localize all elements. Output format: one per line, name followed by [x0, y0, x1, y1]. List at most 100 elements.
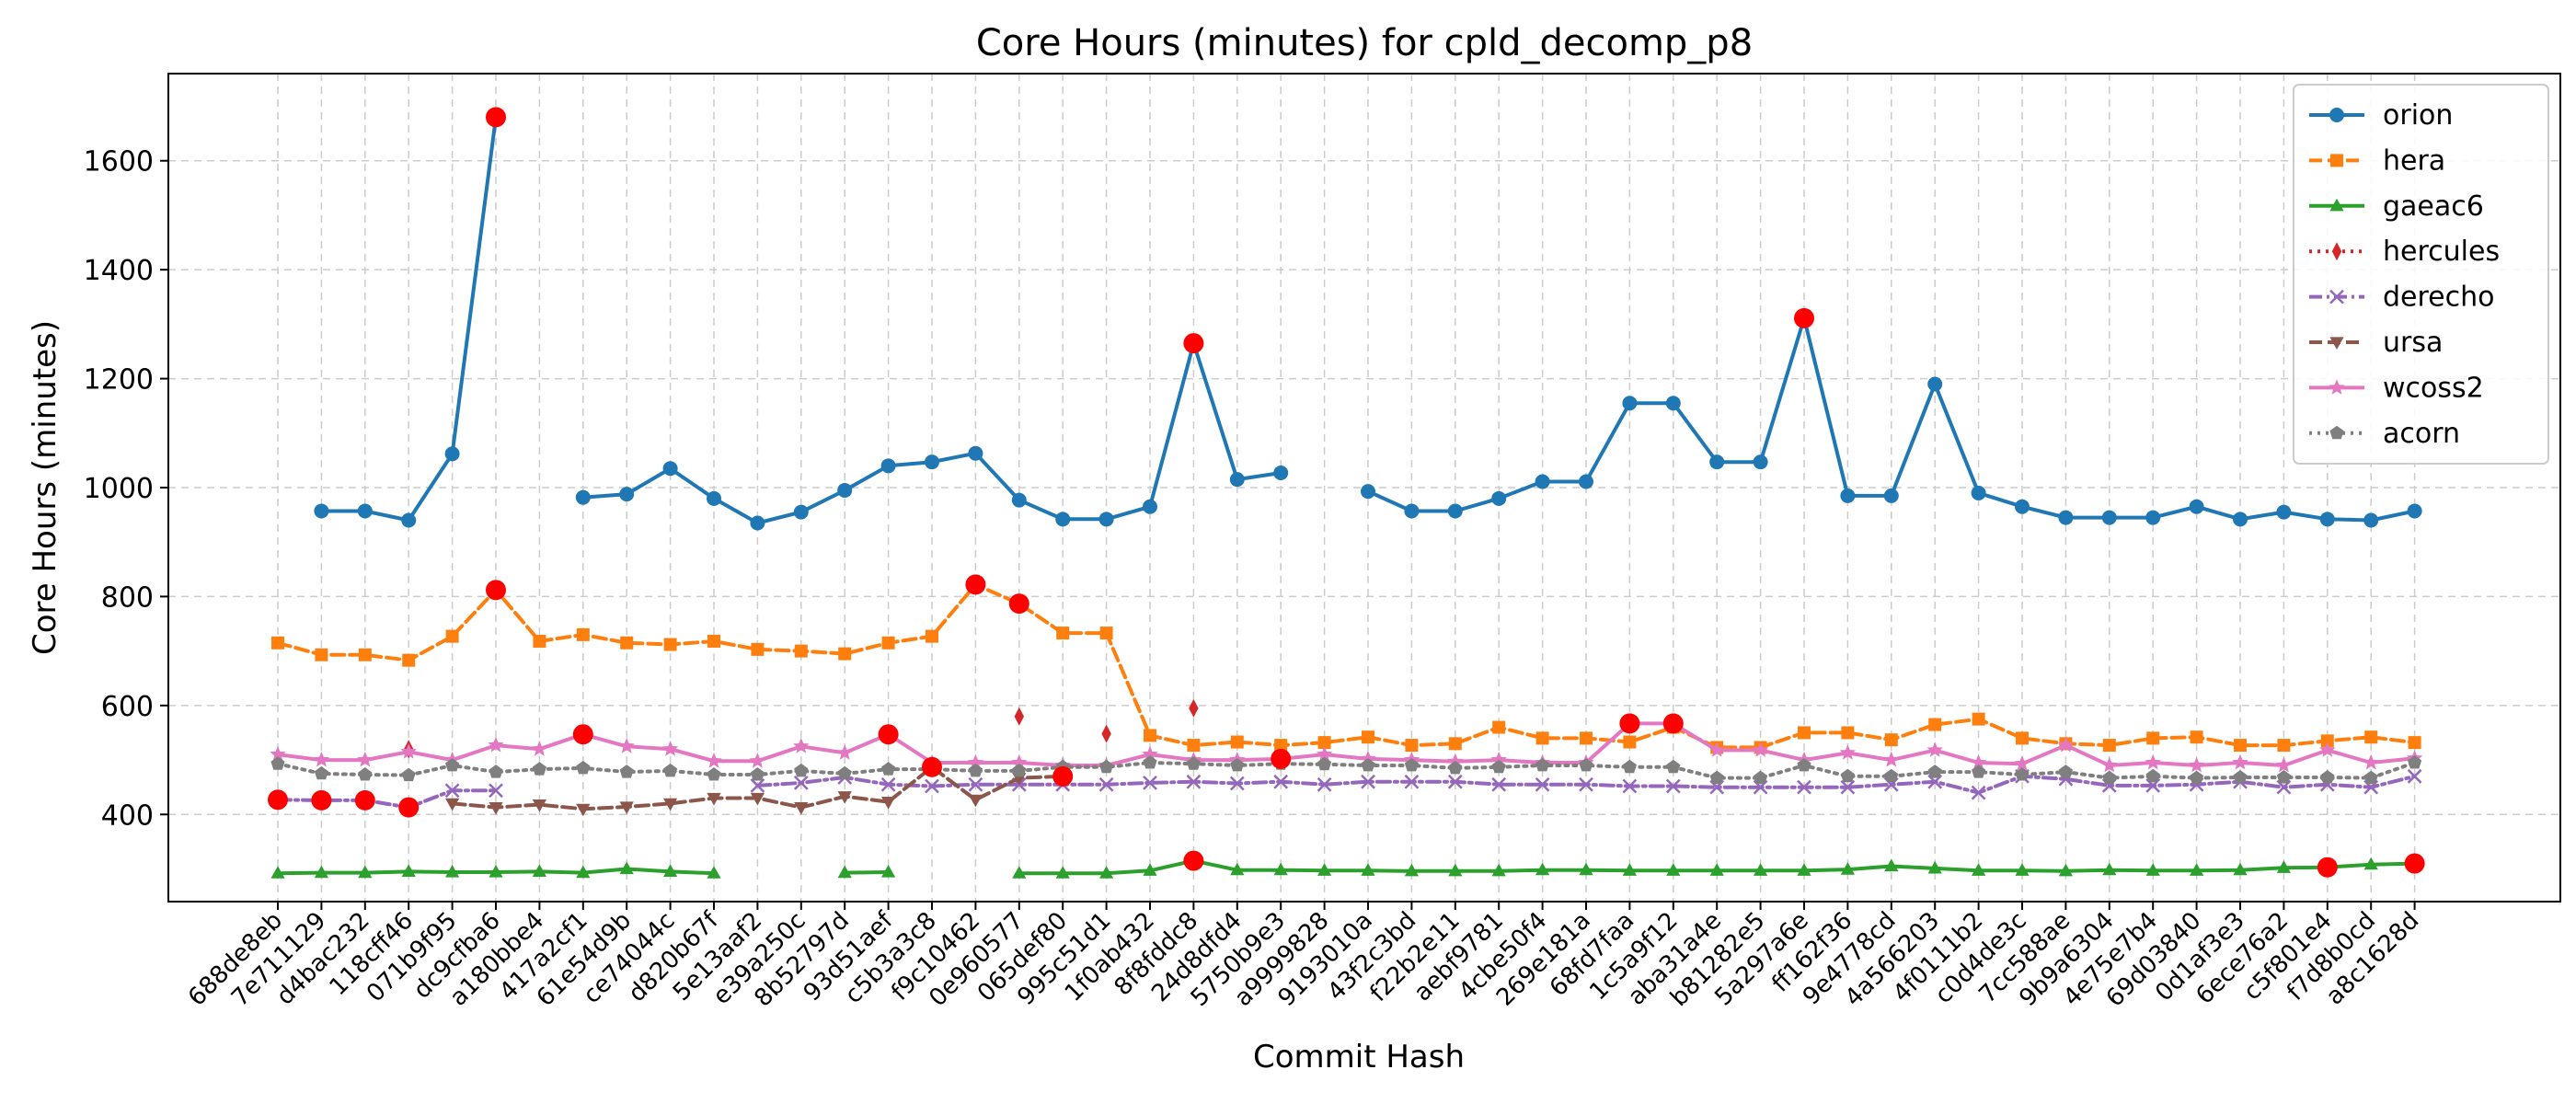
data-point-hera-5a297a6e [1798, 726, 1811, 740]
data-point-wcoss2-b81282e5 [1752, 742, 1769, 757]
highlight-point-gaeac6-c5f801e4 [2317, 857, 2338, 878]
data-point-hercules-8f8fddc8 [1189, 698, 1199, 718]
data-point-gaeac6-ce74044c [663, 864, 678, 877]
data-point-derecho-5750b9e3-stroke-b [1273, 774, 1289, 789]
data-point-acorn-7e711129 [314, 765, 328, 780]
data-point-wcoss2-4e75e7b4 [2145, 753, 2161, 770]
data-point-derecho-9193010a [1361, 774, 1375, 789]
data-point-gaeac6-4cbe50f4 [1535, 862, 1550, 876]
data-point-derecho-c5b3a3c8 [925, 778, 939, 794]
data-point-gaeac6-0e960577 [1012, 866, 1027, 879]
data-point-derecho-1c5a9f12-stroke-b [1665, 778, 1681, 794]
data-point-derecho-f22b2e11-stroke-b [1447, 774, 1463, 789]
data-point-orion-4a566203 [1927, 376, 1943, 392]
data-point-hera-43f2c3bd [1405, 739, 1419, 753]
legend-item-hera: hera [2309, 144, 2445, 177]
data-point-wcoss2-69d03840 [2188, 756, 2205, 773]
data-point-hera-a9999828 [1317, 736, 1331, 750]
data-point-wcoss2-1f0ab432 [1142, 745, 1158, 762]
data-point-gaeac6-a9999828 [1317, 863, 1332, 876]
data-point-acorn-9e4778cd [1884, 768, 1899, 783]
legend-marker-acorn [2329, 425, 2344, 440]
legend-marker-gaeac6 [2329, 198, 2344, 212]
series-line-gaeac6 [843, 870, 891, 875]
data-point-gaeac6-4a566203 [1927, 860, 1942, 874]
data-point-acorn-a8c1628d [2408, 755, 2422, 769]
data-point-acorn-c5f801e4 [2320, 770, 2335, 784]
series-gaeac6 [270, 853, 2422, 879]
highlight-point-gaeac6-8f8fddc8 [1183, 850, 1204, 871]
data-point-hera-a8c1628d [2408, 736, 2421, 750]
data-point-acorn-aba31a4e [1709, 770, 1724, 785]
data-point-orion-071b9f95 [444, 446, 460, 462]
data-point-orion-0e960577 [1011, 492, 1027, 508]
legend-marker-hera [2330, 154, 2343, 167]
data-point-acorn-ff162f36 [1840, 768, 1855, 783]
data-point-gaeac6-aebf9781 [1491, 863, 1506, 877]
data-point-derecho-269e181a-stroke-b [1579, 776, 1593, 792]
data-point-hera-61e54d9b [620, 636, 634, 650]
highlight-point-wcoss2-93d51aef [878, 724, 899, 745]
data-point-orion-d4bac232 [357, 503, 373, 519]
data-point-derecho-8f8fddc8 [1186, 774, 1202, 789]
data-point-gaeac6-d820b67f [707, 866, 721, 879]
data-point-acorn-24d8dfd4 [1230, 758, 1245, 772]
data-point-acorn-4f0111b2 [1972, 765, 1986, 778]
data-point-acorn-f22b2e11 [1448, 760, 1463, 775]
data-point-orion-b81282e5 [1753, 454, 1768, 470]
data-point-derecho-4f0111b2-stroke-b [1971, 785, 1986, 800]
data-point-gaeac6-dc9cfba6 [489, 865, 503, 878]
data-point-gaeac6-93d51aef [881, 865, 896, 878]
highlight-point-wcoss2-417a2cf1 [572, 724, 593, 745]
data-point-gaeac6-7e711129 [314, 865, 328, 879]
data-point-acorn-5a297a6e [1797, 758, 1811, 772]
data-point-derecho-dc9cfba6-stroke-b [489, 783, 503, 799]
data-point-wcoss2-c5f801e4 [2319, 742, 2336, 757]
data-point-derecho-1c5a9f12 [1665, 778, 1681, 794]
data-point-wcoss2-5e13aaf2 [749, 753, 766, 768]
data-point-acorn-688de8eb [270, 756, 285, 770]
data-point-gaeac6-071b9f95 [445, 865, 460, 878]
data-point-hera-a180bbe4 [533, 634, 546, 648]
data-point-gaeac6-269e181a [1579, 862, 1593, 876]
y-tick-label: 1200 [84, 364, 154, 397]
data-point-gaeac6-f22b2e11 [1448, 863, 1463, 877]
data-point-gaeac6-065def80 [1055, 866, 1070, 879]
data-point-ursa-a180bbe4 [532, 799, 546, 812]
series-layer [270, 109, 2423, 879]
data-point-acorn-43f2c3bd [1404, 758, 1419, 772]
data-point-ursa-5e13aaf2 [750, 792, 765, 806]
data-point-acorn-8b52797d [837, 765, 852, 780]
highlight-point-wcoss2-68fd7faa [1619, 713, 1640, 734]
data-point-gaeac6-9b9a6304 [2102, 862, 2117, 876]
data-point-ursa-071b9f95 [445, 798, 460, 811]
legend-label-gaeac6: gaeac6 [2383, 190, 2484, 223]
data-point-orion-f7d8b0cd [2363, 512, 2379, 528]
legend-marker-wcoss2 [2329, 379, 2345, 395]
data-point-ursa-93d51aef [881, 797, 896, 810]
legend-marker-ursa [2329, 337, 2344, 350]
data-point-wcoss2-9b9a6304 [2101, 756, 2118, 773]
highlight-point-derecho-d4bac232 [354, 789, 375, 811]
data-point-acorn-5e13aaf2 [750, 767, 765, 781]
data-point-orion-d820b67f [707, 490, 721, 506]
data-point-derecho-e39a250c [793, 776, 809, 790]
data-point-hera-ff162f36 [1841, 726, 1855, 740]
legend-item-derecho: derecho [2309, 282, 2495, 314]
data-point-acorn-1f0ab432 [1143, 755, 1157, 769]
data-point-acorn-b81282e5 [1754, 770, 1768, 785]
legend-label-hercules: hercules [2383, 236, 2500, 268]
data-point-gaeac6-6ece76a2 [2276, 860, 2291, 873]
data-point-gaeac6-24d8dfd4 [1230, 862, 1245, 876]
data-point-derecho-93d51aef [880, 776, 896, 792]
data-point-wcoss2-0d1af3e3 [2232, 753, 2248, 770]
data-point-derecho-93d51aef-stroke-b [880, 776, 896, 792]
data-point-acorn-f7d8b0cd [2363, 770, 2378, 785]
data-point-wcoss2-d4bac232 [357, 751, 374, 767]
data-point-acorn-ce74044c [663, 763, 678, 777]
data-point-derecho-24d8dfd4 [1229, 776, 1245, 791]
data-point-gaeac6-5a297a6e [1797, 863, 1811, 876]
data-point-ursa-8b52797d [837, 791, 852, 804]
data-point-orion-1f0ab432 [1143, 499, 1157, 514]
